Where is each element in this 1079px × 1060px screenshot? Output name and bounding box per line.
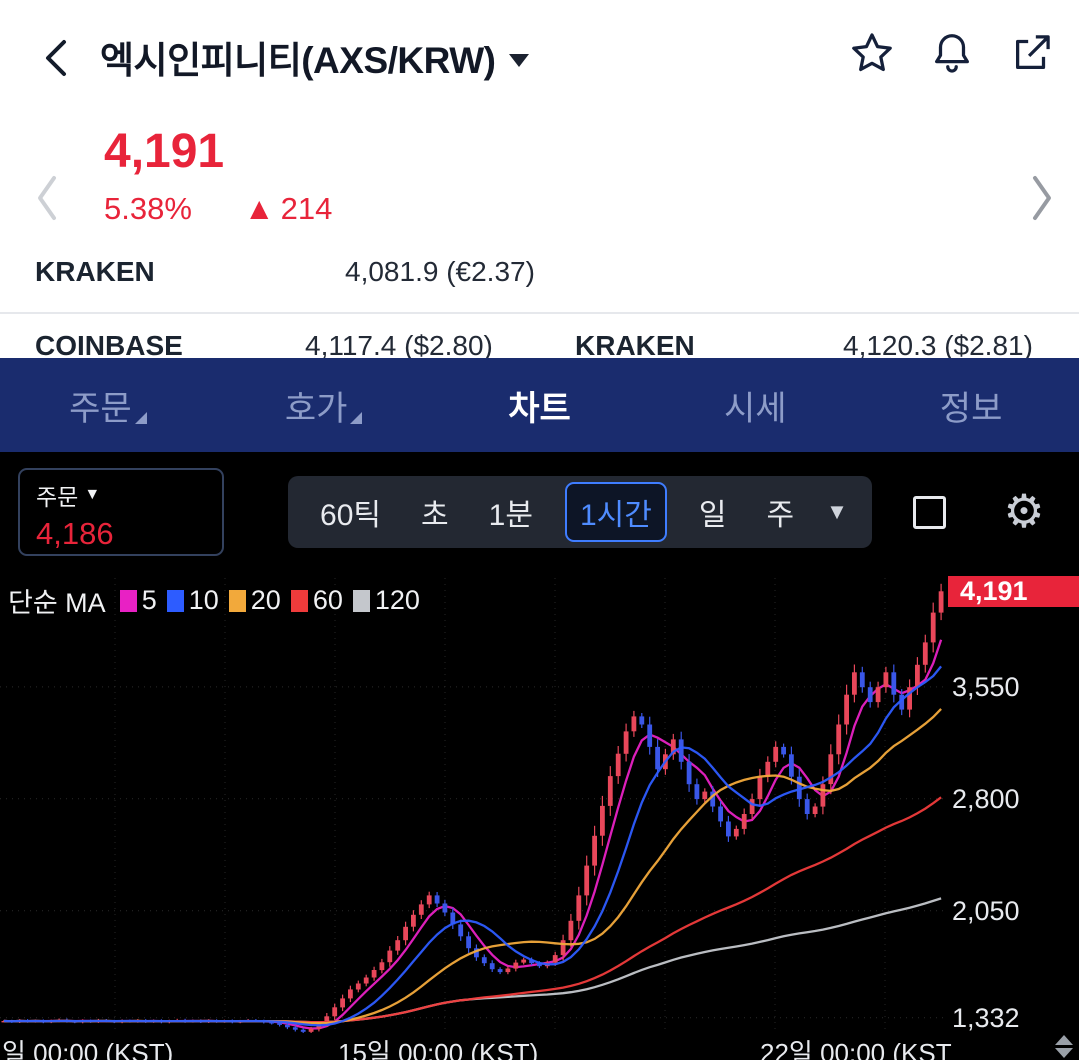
star-icon (849, 30, 895, 81)
timeframe-sec[interactable]: 초 (421, 499, 449, 532)
exchange-price: 4,120.3 ($2.81) (843, 330, 1033, 358)
time-axis-label: 15일 00:00 (KST) (338, 1038, 539, 1060)
quote-row[interactable]: KRAKEN 4,081.9 (€2.37) (0, 258, 1079, 302)
share-icon (1009, 30, 1055, 81)
back-button[interactable] (36, 36, 80, 80)
timeframe-dropdown-caret[interactable]: ▼ (826, 499, 848, 524)
axis-scale-toggle[interactable] (1055, 1035, 1073, 1058)
tab-market[interactable]: 시세 (724, 389, 787, 428)
current-price-axis-label: 4,191 (948, 576, 1079, 608)
current-price: 4,191 (104, 125, 225, 178)
order-price: 4,186 (36, 516, 114, 551)
ma-legend-title: 단순 MA (8, 588, 106, 618)
change-percent: 5.38% (104, 191, 192, 226)
price-axis-label: 2,800 (952, 783, 1020, 814)
square-icon (912, 495, 946, 529)
chevron-down-icon (509, 53, 530, 67)
timeframe-week[interactable]: 주 (766, 499, 795, 532)
divider (0, 312, 1079, 314)
ma60-swatch (290, 589, 308, 612)
tab-bar: 주문 호가 차트 시세 정보 (0, 358, 1079, 452)
ma5-swatch (119, 589, 137, 612)
ma10-swatch (166, 589, 184, 612)
fullscreen-button[interactable] (900, 480, 958, 544)
next-pair-button[interactable] (1025, 172, 1059, 229)
ma120-swatch (352, 589, 370, 612)
price-axis-label: 1,332 (952, 1002, 1020, 1033)
quote-row[interactable]: COINBASE 4,117.4 ($2.80) KRAKEN 4,120.3 … (0, 320, 1079, 358)
ma-legend-item: 10 (166, 585, 219, 616)
exchange-name: COINBASE (35, 330, 183, 358)
timeframe-selector: 60틱 초 1분 1시간 일 주 ▼ (288, 476, 872, 548)
exchange-price: 4,081.9 (€2.37) (345, 258, 535, 287)
tab-info[interactable]: 정보 (939, 389, 1003, 428)
alerts-button[interactable] (927, 30, 977, 80)
exchange-name: KRAKEN (575, 330, 695, 358)
corner-triangle-icon (134, 412, 147, 424)
price-block: 4,191 5.38% ▲ 214 (104, 124, 332, 227)
chart-settings-button[interactable]: ⚙ (988, 476, 1060, 546)
exchange-quotes-list: KRAKEN 4,081.9 (€2.37) COINBASE 4,117.4 … (0, 258, 1079, 358)
prev-pair-button[interactable] (30, 172, 64, 229)
header-actions (847, 30, 1057, 80)
order-price-box[interactable]: 주문 ▼ 4,186 (18, 468, 224, 556)
chart-canvas[interactable] (0, 575, 1079, 1033)
ma-legend-item: 60 (290, 585, 343, 616)
share-button[interactable] (1007, 30, 1057, 80)
time-axis-label: 22일 00:00 (KST (760, 1038, 952, 1060)
tab-orderbook[interactable]: 호가 (216, 358, 432, 452)
price-axis-label: 3,550 (952, 671, 1020, 702)
candlestick-chart: 단순 MA 5 10 20 60 120 4,191 3,550 2,800 2,0… (0, 575, 1079, 1060)
up-arrow-icon: ▲ (243, 191, 275, 226)
corner-triangle-icon (350, 412, 363, 424)
change-amount: ▲ 214 (243, 191, 333, 226)
ma-legend-item: 20 (228, 585, 281, 616)
chevron-down-icon: ▼ (84, 486, 101, 503)
timeframe-60tick[interactable]: 60틱 (320, 499, 381, 532)
time-axis: 일 00:00 (KST) 15일 00:00 (KST) 22일 00:00 … (0, 1033, 1079, 1060)
triangle-up-icon (1055, 1035, 1073, 1045)
exchange-price: 4,117.4 ($2.80) (305, 330, 493, 358)
app-header: 엑시인피니티(AXS/KRW) (0, 0, 1079, 110)
timeframe-1hour[interactable]: 1시간 (564, 482, 667, 542)
timeframe-day[interactable]: 일 (698, 499, 727, 532)
exchange-name: KRAKEN (35, 258, 155, 287)
price-summary: 4,191 5.38% ▲ 214 (0, 110, 1079, 352)
timeframe-1min[interactable]: 1분 (488, 499, 533, 532)
change-row: 5.38% ▲ 214 (104, 191, 332, 227)
time-axis-label: 일 00:00 (KST) (2, 1038, 174, 1060)
ma-legend: 단순 MA 5 10 20 60 120 (8, 581, 420, 620)
ma20-swatch (228, 589, 246, 612)
chart-toolbar: 주문 ▼ 4,186 60틱 초 1분 1시간 일 주 ▼ ⚙ (0, 452, 1079, 575)
chevron-right-icon (1025, 176, 1059, 228)
order-label: 주문 ▼ (36, 484, 101, 510)
triangle-down-icon (1055, 1048, 1073, 1058)
pair-title-button[interactable]: 엑시인피니티(AXS/KRW) (100, 30, 530, 84)
bell-icon (929, 30, 975, 81)
gear-icon: ⚙ (1003, 485, 1045, 537)
tab-order[interactable]: 주문 (0, 358, 216, 452)
tab-chart[interactable]: 차트 (508, 389, 571, 428)
page-title: 엑시인피니티(AXS/KRW) (100, 40, 496, 81)
ma-legend-item: 5 (119, 585, 157, 616)
price-axis-label: 2,050 (952, 895, 1020, 926)
chevron-left-icon (36, 40, 80, 84)
favorite-button[interactable] (847, 30, 897, 80)
chevron-left-icon (30, 176, 64, 228)
ma-legend-item: 120 (352, 585, 420, 616)
